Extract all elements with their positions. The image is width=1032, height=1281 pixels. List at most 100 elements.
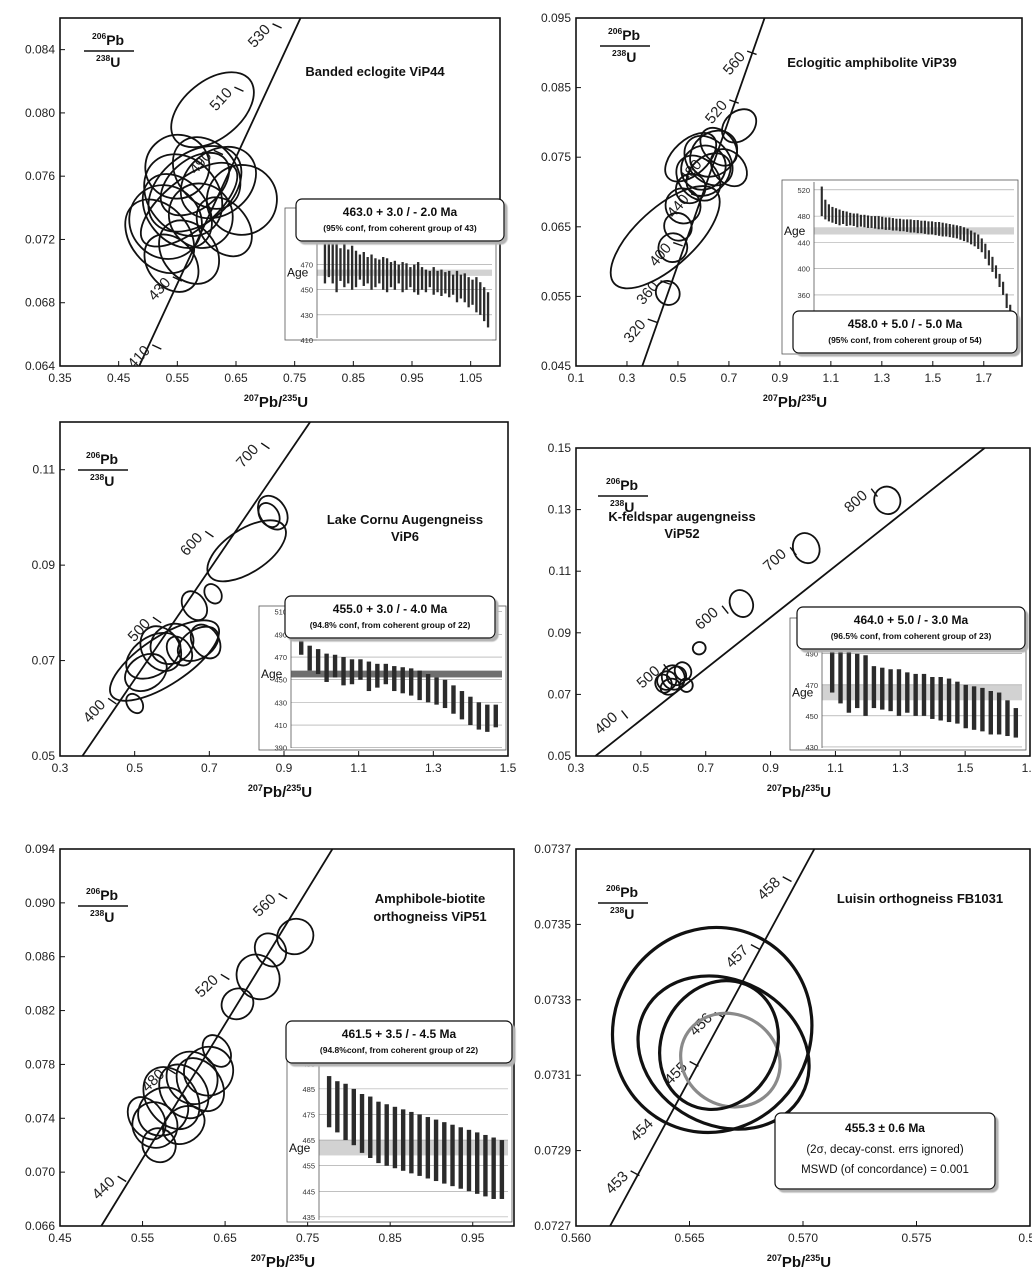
- superscript: 235: [801, 393, 816, 403]
- error-ellipse: [659, 677, 681, 696]
- age-error-bar: [977, 234, 980, 249]
- age-error-bar: [888, 669, 893, 712]
- error-ellipse: [664, 187, 702, 225]
- inset-tick-label: 430: [805, 743, 818, 752]
- x-tick-label: 1.7: [975, 371, 992, 385]
- y-tick-label: 0.084: [25, 43, 55, 57]
- error-ellipse: [709, 148, 748, 188]
- x-tick-label: 0.1: [568, 371, 585, 385]
- element: U: [104, 909, 114, 925]
- age-error-bar: [393, 260, 397, 290]
- superscript: 238: [612, 48, 626, 58]
- x-tick-label: 0.55: [131, 1231, 155, 1245]
- inset-age-label: Age: [792, 686, 814, 700]
- age-error-bar: [909, 219, 912, 233]
- element: U: [816, 394, 827, 411]
- error-ellipse: [176, 625, 220, 662]
- age-error-bar: [315, 649, 321, 675]
- error-ellipse: [610, 925, 814, 1135]
- chart-title: Lake Cornu Augengneiss: [327, 512, 483, 527]
- plot-frame: [59, 848, 515, 1227]
- element: Pb/: [782, 1254, 806, 1271]
- age-error-bar: [362, 252, 365, 286]
- concordia-age-label: 510: [207, 84, 236, 114]
- element: Pb: [620, 884, 638, 900]
- age-error-bar: [838, 645, 843, 704]
- age-error-bar: [938, 222, 941, 236]
- age-error-bar: [349, 659, 355, 685]
- age-error-bar: [409, 267, 412, 288]
- age-error-bar: [988, 690, 993, 735]
- y-tick-label: 0.055: [541, 289, 571, 303]
- age-error-bar: [335, 1081, 340, 1133]
- age-error-bar: [467, 277, 470, 308]
- concordia-age-label: 600: [177, 529, 206, 559]
- inset-tick-label: 475: [302, 1110, 315, 1119]
- age-error-bar: [413, 264, 416, 293]
- age-error-bar: [358, 659, 363, 680]
- y-axis-label-denominator: 238U: [612, 48, 636, 65]
- age-error-bar: [397, 264, 400, 284]
- error-ellipse: [139, 161, 239, 248]
- y-tick-label: 0.072: [25, 232, 55, 246]
- age-error-bar: [389, 262, 393, 288]
- inset-tick-label: 495: [302, 1059, 315, 1068]
- x-tick-label: 0.3: [568, 761, 585, 775]
- concordia-age-note: (2σ, decay-const. errs ignored): [806, 1144, 963, 1156]
- x-axis-label: 207Pb/235U: [767, 1253, 831, 1271]
- concordia-tick: [620, 710, 629, 719]
- age-error-bar: [1013, 708, 1019, 738]
- x-tick-label: 0.5: [126, 761, 143, 775]
- age-error-bar: [326, 1076, 332, 1128]
- result-box-frame: [284, 595, 496, 639]
- y-axis-label-denominator: 238U: [96, 53, 120, 70]
- y-tick-label: 0.068: [25, 296, 55, 310]
- age-error-bar: [433, 1119, 439, 1182]
- age-error-bar: [880, 667, 885, 710]
- x-tick-label: 1.05: [459, 371, 483, 385]
- y-tick-label: 0.085: [541, 81, 571, 95]
- age-error-bar: [471, 279, 474, 305]
- y-tick-label: 0.07: [548, 687, 572, 701]
- age-error-bar: [920, 220, 923, 234]
- age-error-bar: [323, 223, 327, 284]
- concordia-age-result: 455.3 ± 0.6 Ma: [845, 1121, 925, 1135]
- age-error-bar: [891, 218, 894, 231]
- age-error-bar: [962, 227, 966, 242]
- error-ellipse: [167, 182, 234, 249]
- inset-tick-label: 465: [302, 1136, 315, 1145]
- age-error-bar: [479, 282, 482, 315]
- x-tick-label: 0.3: [619, 371, 636, 385]
- age-error-bar: [998, 273, 1001, 288]
- y-axis-label-denominator: 238U: [90, 472, 114, 489]
- concordia-age-label: 530: [245, 21, 274, 51]
- element: Pb/: [778, 394, 802, 411]
- age-error-bar: [416, 262, 420, 295]
- age-error-bar: [434, 677, 439, 705]
- age-error-bar: [451, 274, 455, 295]
- age-error-bar: [341, 657, 346, 686]
- age-error-bar: [374, 258, 377, 288]
- error-ellipse: [636, 974, 811, 1131]
- age-error-bar: [409, 1111, 414, 1174]
- x-axis-label: 207Pb/235U: [763, 393, 827, 411]
- element: Pb: [100, 887, 118, 903]
- y-tick-label: 0.074: [25, 1111, 55, 1125]
- age-error-bar: [881, 216, 884, 230]
- concordia-tick: [172, 276, 183, 282]
- inset-tick-label: 520: [797, 186, 810, 195]
- superscript: 207: [248, 783, 263, 793]
- y-tick-label: 0.082: [25, 1004, 55, 1018]
- age-error-bar: [913, 220, 916, 233]
- age-error-bar: [359, 1094, 365, 1153]
- panel-2: 0.1 0.3 0.5 0.7 0.9 1.1 1.3 1.5 1.7 0.045 0.055 0.0…: [541, 11, 1023, 411]
- concordia-tick: [117, 1175, 127, 1183]
- inset-tick-label: 360: [797, 291, 810, 300]
- error-ellipse: [699, 126, 738, 167]
- y-tick-label: 0.094: [25, 842, 55, 856]
- superscript: 206: [86, 886, 100, 896]
- age-error-bar: [838, 209, 841, 226]
- superscript: 238: [610, 905, 624, 915]
- inset-age-label: Age: [289, 1141, 311, 1155]
